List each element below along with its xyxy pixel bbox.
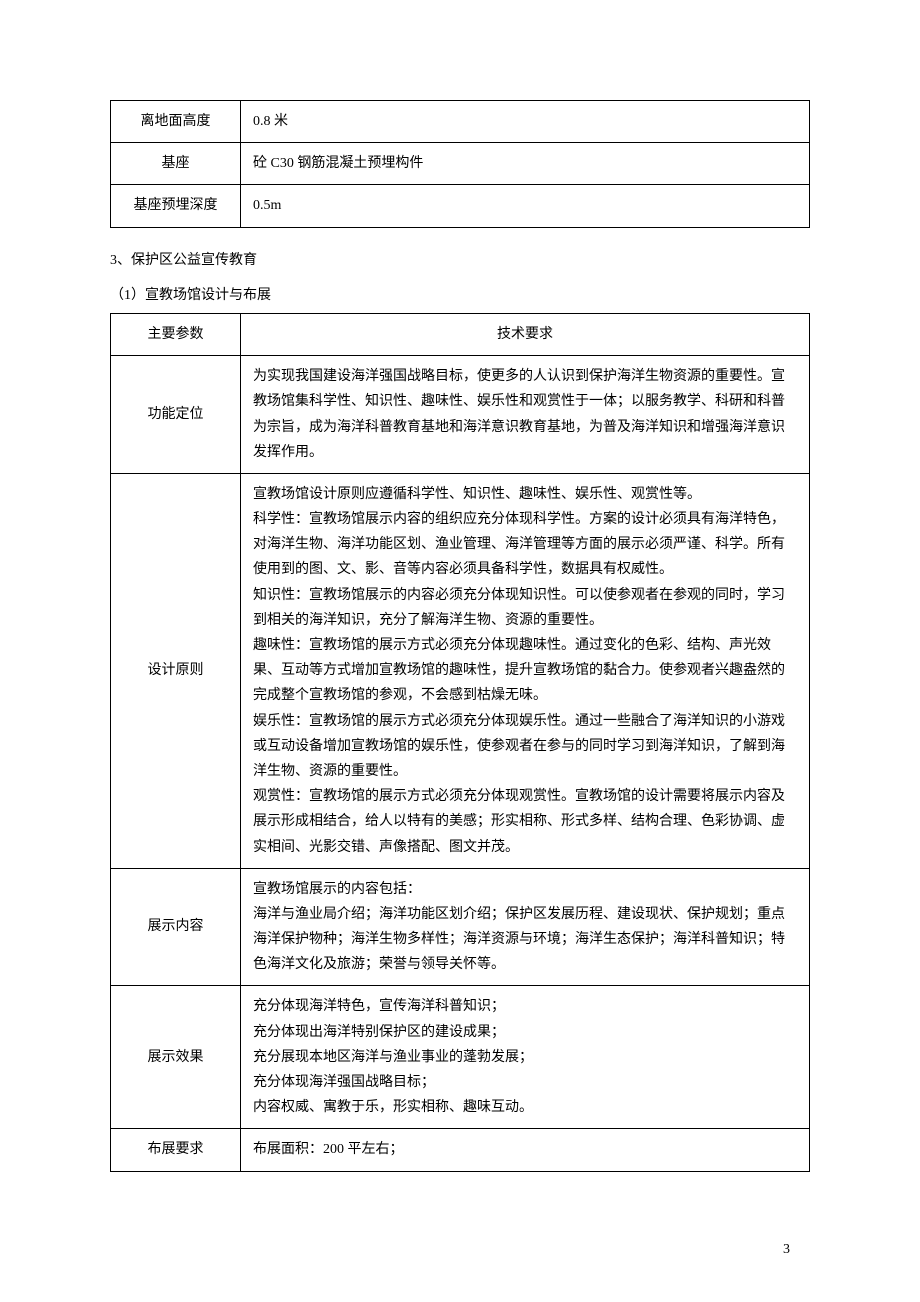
row-label: 布展要求	[111, 1129, 241, 1171]
table-row: 功能定位 为实现我国建设海洋强国战略目标，使更多的人认识到保护海洋生物资源的重要…	[111, 356, 810, 474]
row-label: 展示内容	[111, 868, 241, 986]
table-row: 布展要求 布展面积：200 平左右；	[111, 1129, 810, 1171]
table-header-row: 主要参数 技术要求	[111, 313, 810, 355]
row-label: 离地面高度	[111, 101, 241, 143]
row-value: 布展面积：200 平左右；	[241, 1129, 810, 1171]
sub-heading: （1）宣教场馆设计与布展	[110, 283, 810, 308]
row-label: 功能定位	[111, 356, 241, 474]
table-row: 基座预埋深度 0.5m	[111, 185, 810, 227]
row-value: 砼 C30 钢筋混凝土预埋构件	[241, 143, 810, 185]
section-heading: 3、保护区公益宣传教育	[110, 248, 810, 273]
row-label: 基座	[111, 143, 241, 185]
spec-table-1: 离地面高度 0.8 米 基座 砼 C30 钢筋混凝土预埋构件 基座预埋深度 0.…	[110, 100, 810, 228]
row-value: 充分体现海洋特色，宣传海洋科普知识； 充分体现出海洋特别保护区的建设成果； 充分…	[241, 986, 810, 1129]
column-header: 技术要求	[241, 313, 810, 355]
row-value: 宣教场馆展示的内容包括： 海洋与渔业局介绍；海洋功能区划介绍；保护区发展历程、建…	[241, 868, 810, 986]
table-row: 基座 砼 C30 钢筋混凝土预埋构件	[111, 143, 810, 185]
table-row: 展示效果 充分体现海洋特色，宣传海洋科普知识； 充分体现出海洋特别保护区的建设成…	[111, 986, 810, 1129]
table-row: 设计原则 宣教场馆设计原则应遵循科学性、知识性、趣味性、娱乐性、观赏性等。 科学…	[111, 473, 810, 868]
page-number: 3	[783, 1237, 790, 1262]
table-row: 展示内容 宣教场馆展示的内容包括： 海洋与渔业局介绍；海洋功能区划介绍；保护区发…	[111, 868, 810, 986]
table-row: 离地面高度 0.8 米	[111, 101, 810, 143]
row-value: 0.5m	[241, 185, 810, 227]
row-label: 设计原则	[111, 473, 241, 868]
row-label: 基座预埋深度	[111, 185, 241, 227]
row-value: 0.8 米	[241, 101, 810, 143]
column-header: 主要参数	[111, 313, 241, 355]
spec-table-2: 主要参数 技术要求 功能定位 为实现我国建设海洋强国战略目标，使更多的人认识到保…	[110, 313, 810, 1172]
row-label: 展示效果	[111, 986, 241, 1129]
row-value: 为实现我国建设海洋强国战略目标，使更多的人认识到保护海洋生物资源的重要性。宣教场…	[241, 356, 810, 474]
row-value: 宣教场馆设计原则应遵循科学性、知识性、趣味性、娱乐性、观赏性等。 科学性：宣教场…	[241, 473, 810, 868]
